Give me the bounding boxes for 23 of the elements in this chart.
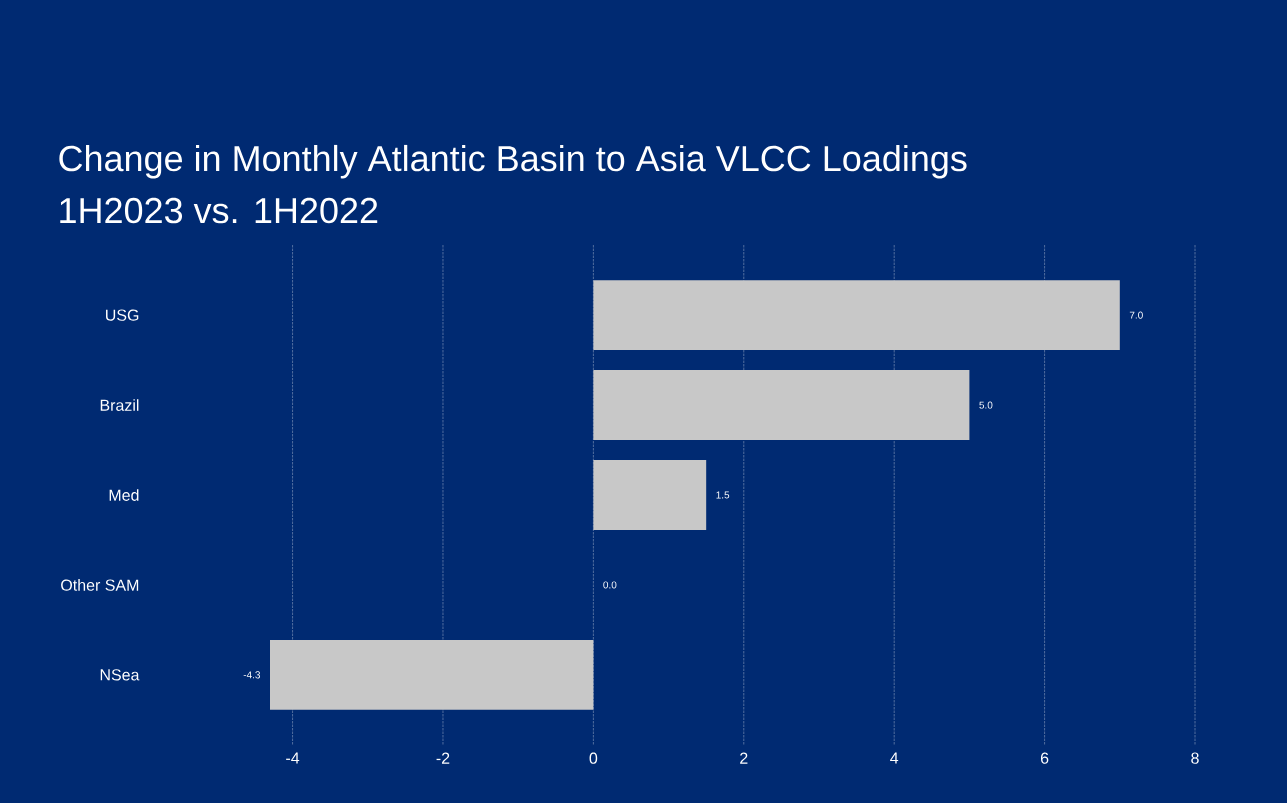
bar — [593, 280, 1120, 351]
y-tick-label: Med — [109, 489, 139, 501]
chart-title: Change in Monthly Atlantic Basin to Asia VLCC Loadings — [59, 144, 967, 179]
x-tick-label: -4 — [286, 752, 300, 764]
x-tick-label: 0 — [589, 752, 598, 764]
data-label: 5.0 — [979, 401, 993, 409]
data-label: -4.3 — [243, 671, 261, 679]
y-tick-label: NSea — [100, 669, 140, 681]
x-tick-label: 4 — [890, 752, 899, 764]
data-label: 7.0 — [1129, 311, 1143, 319]
x-tick-label: 8 — [1191, 752, 1199, 764]
data-label: 0.0 — [603, 581, 617, 589]
data-label: 1.5 — [716, 491, 730, 499]
x-tick-label: 6 — [1040, 752, 1049, 764]
y-tick-label: Brazil — [100, 399, 139, 411]
bar — [593, 370, 970, 441]
y-tick-label: USG — [106, 309, 139, 321]
x-tick-label: 2 — [740, 752, 748, 764]
x-tick-label: -2 — [436, 752, 450, 764]
bar — [270, 639, 594, 710]
chart-subtitle: 1H2023 vs. 1H2022 — [60, 197, 378, 224]
y-tick-label: Other SAM — [61, 579, 139, 591]
bar — [593, 460, 707, 530]
